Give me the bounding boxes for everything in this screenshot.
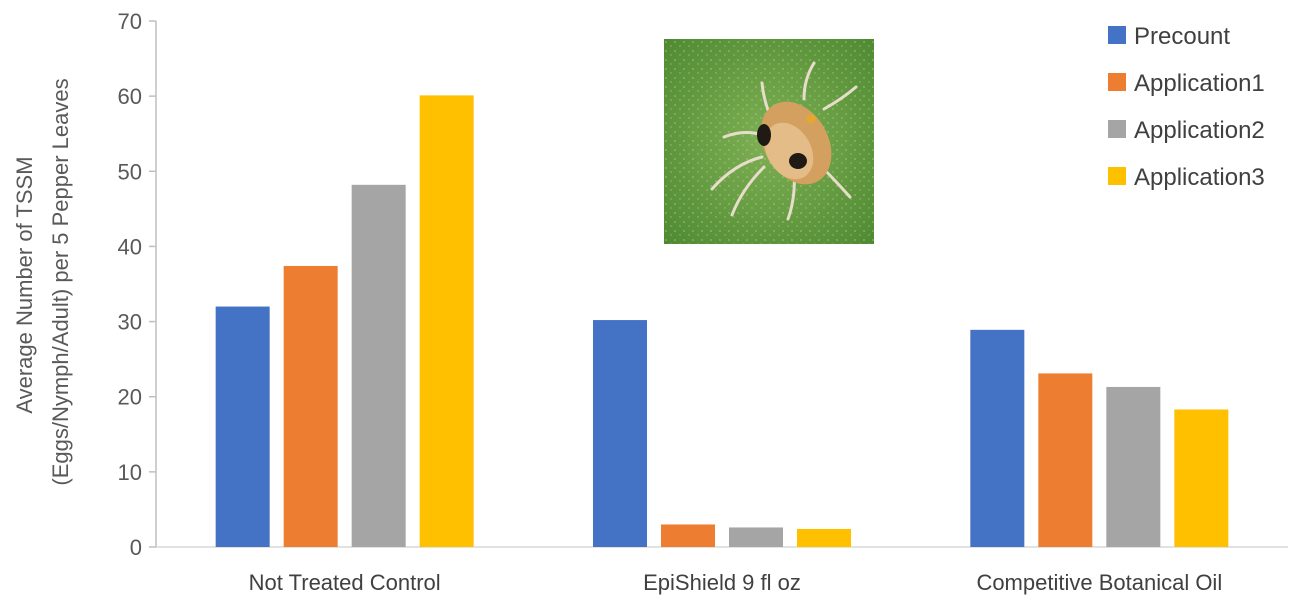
bar-application3 bbox=[1174, 409, 1229, 547]
legend-swatch bbox=[1108, 26, 1126, 44]
y-tick-label: 10 bbox=[118, 460, 142, 485]
y-axis-ticks: 0 10 20 30 40 50 60 70 bbox=[118, 9, 156, 560]
bar-application1 bbox=[1038, 373, 1093, 547]
legend-swatch bbox=[1108, 73, 1126, 91]
bar-application1 bbox=[661, 524, 715, 547]
y-axis-label-line-2: (Eggs/Nymph/Adult) per 5 Pepper Leaves bbox=[48, 78, 73, 485]
bar-application3 bbox=[797, 528, 851, 547]
y-tick-label: 30 bbox=[118, 310, 142, 335]
y-tick-label: 40 bbox=[118, 234, 142, 259]
legend-label: Precount bbox=[1134, 23, 1230, 50]
bar-precount bbox=[593, 320, 647, 547]
bar-application2 bbox=[1106, 386, 1161, 547]
legend-label: Application1 bbox=[1134, 70, 1265, 97]
y-tick-label: 50 bbox=[118, 159, 142, 184]
legend: Precount Application1 Application2 Applicat… bbox=[1108, 23, 1265, 191]
y-tick-label: 0 bbox=[130, 535, 142, 560]
bar-precount bbox=[215, 306, 270, 547]
spider-mite-photo bbox=[664, 39, 874, 244]
bar-application2 bbox=[351, 184, 406, 547]
legend-swatch bbox=[1108, 120, 1126, 138]
bar-precount bbox=[970, 329, 1025, 547]
y-axis-label-line-1: Average Number of TSSM bbox=[12, 156, 37, 413]
y-tick-label: 20 bbox=[118, 385, 142, 410]
legend-swatch bbox=[1108, 167, 1126, 185]
legend-label: Application3 bbox=[1134, 164, 1265, 191]
x-category-label: Not Treated Control bbox=[249, 570, 441, 595]
y-axis-label: Average Number of TSSM (Eggs/Nymph/Adult… bbox=[12, 78, 73, 485]
bar-application2 bbox=[729, 527, 783, 547]
y-tick-label: 70 bbox=[118, 9, 142, 34]
legend-label: Application2 bbox=[1134, 117, 1265, 144]
bar-application1 bbox=[283, 265, 338, 547]
bar-application3 bbox=[419, 95, 474, 548]
x-axis-category-labels: Not Treated Control EpiShield 9 fl oz Comp… bbox=[249, 570, 1223, 595]
bars bbox=[215, 95, 1229, 548]
x-category-label: Competitive Botanical Oil bbox=[976, 570, 1222, 595]
y-tick-label: 60 bbox=[118, 84, 142, 109]
x-category-label: EpiShield 9 fl oz bbox=[643, 570, 801, 595]
